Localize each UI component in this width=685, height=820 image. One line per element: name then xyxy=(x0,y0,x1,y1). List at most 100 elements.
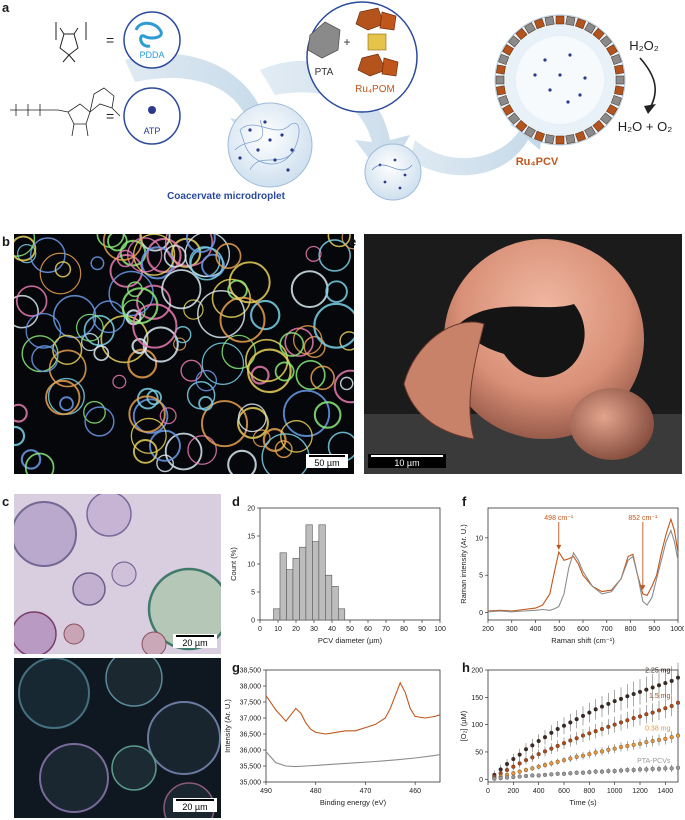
data-point xyxy=(593,750,598,755)
vesicle-ring xyxy=(215,242,242,269)
data-point xyxy=(663,681,668,686)
data-point xyxy=(574,717,579,722)
vesicle-ring xyxy=(339,331,354,351)
x-tick-label: 100 xyxy=(434,626,446,633)
vesicles-brightfield xyxy=(14,494,221,654)
data-point xyxy=(523,747,529,752)
shell-cluster xyxy=(498,95,510,106)
vesicle-ring xyxy=(195,369,218,392)
vesicle-ring xyxy=(83,314,115,347)
panel-a-schematic: = = PDDA ATP Coacervate microdroplet PTA… xyxy=(10,1,672,202)
ru4pcv-shell-clusters xyxy=(495,15,625,145)
x-tick-label: 400 xyxy=(533,788,545,795)
data-point xyxy=(606,769,611,774)
data-point xyxy=(618,744,624,750)
series-line xyxy=(487,528,679,613)
vesicle-ring xyxy=(325,280,348,303)
data-point xyxy=(580,753,586,758)
data-point xyxy=(650,685,655,690)
y-tick-label: 36,000 xyxy=(240,748,262,755)
x-tick-label: 1000 xyxy=(670,626,684,633)
x-tick-label: 700 xyxy=(601,626,613,633)
shell-cluster xyxy=(544,15,555,26)
data-point xyxy=(504,761,510,767)
x-tick-label: 600 xyxy=(558,788,570,795)
panel-label-e: e xyxy=(349,234,357,249)
shell-cluster xyxy=(615,75,625,85)
shell-fragment xyxy=(403,321,485,440)
data-point xyxy=(530,773,535,778)
data-point xyxy=(593,769,598,774)
shell-cluster xyxy=(614,85,625,96)
shell-cluster xyxy=(555,135,565,145)
y-tick-label: 38,500 xyxy=(240,668,262,675)
y-tick-label: 37,500 xyxy=(240,700,262,707)
data-point xyxy=(504,775,510,780)
shell-cluster xyxy=(495,75,505,85)
data-point xyxy=(612,769,617,774)
data-point xyxy=(650,766,655,771)
vesicle-ring xyxy=(96,234,125,248)
shell-cluster xyxy=(544,134,555,145)
vesicle-ring xyxy=(132,439,158,464)
data-point xyxy=(580,770,586,775)
y-tick-label: 15 xyxy=(247,534,255,541)
small-droplet-dots xyxy=(378,158,407,190)
coacervate-droplet-small xyxy=(364,143,422,201)
data-point xyxy=(631,767,636,773)
vesicle-ring xyxy=(161,269,202,310)
data-point xyxy=(523,758,529,763)
vesicle-ring xyxy=(310,365,335,391)
micrograph-c-bottom: 20 µm xyxy=(14,658,221,818)
x-tick-label: 200 xyxy=(482,626,494,633)
vesicle-ring xyxy=(132,398,169,434)
vesicle-ring xyxy=(295,359,326,391)
data-point xyxy=(593,729,598,734)
data-point xyxy=(618,720,624,725)
panel-label-c: c xyxy=(2,494,10,509)
y-tick-label: 0 xyxy=(479,777,483,784)
x-tick-label: 800 xyxy=(583,788,595,795)
vesicle-ring xyxy=(282,389,331,437)
x-axis-label: PCV diameter (µm) xyxy=(318,636,383,645)
vesicle-ring xyxy=(227,449,257,474)
x-tick-label: 0 xyxy=(258,626,262,633)
vesicle-ring xyxy=(136,284,172,320)
vesicle-ring xyxy=(201,342,245,385)
data-point xyxy=(574,770,579,775)
y-tick-label: 5 xyxy=(251,590,255,597)
histogram-bar xyxy=(325,574,333,621)
shell-cluster xyxy=(610,54,622,65)
vesicle-ring xyxy=(280,420,313,453)
data-point xyxy=(536,764,541,769)
y-tick-label: 10 xyxy=(247,562,255,569)
vesicle-ring xyxy=(39,252,82,295)
vesicle-ring xyxy=(237,403,267,433)
shell-cluster xyxy=(534,18,545,30)
pdda-structure xyxy=(55,22,87,63)
data-point xyxy=(606,747,611,752)
data-point xyxy=(523,767,529,773)
data-point xyxy=(555,726,560,732)
vesicle-ring xyxy=(341,234,354,250)
vesicle-ring xyxy=(52,334,83,365)
data-point xyxy=(612,699,617,704)
y-tick-label: 37,000 xyxy=(240,716,262,723)
data-point xyxy=(675,700,681,705)
series-label: 0.38 mg xyxy=(645,726,670,733)
y-axis-label: Count (%) xyxy=(229,547,238,581)
y-tick-label: 38,000 xyxy=(240,684,262,691)
x-tick-label: 900 xyxy=(648,626,660,633)
shell-cluster xyxy=(498,54,510,65)
panel-label-d: d xyxy=(232,494,240,509)
histogram-bar xyxy=(279,552,287,621)
data-point xyxy=(574,736,579,741)
vesicle-ring xyxy=(17,243,37,264)
data-point xyxy=(637,689,643,694)
data-point xyxy=(663,766,668,771)
histogram-bar xyxy=(305,524,313,621)
chart-g-xps: 490 480 470 460 35,000 35,500 36,000 36,500 37,0… xyxy=(223,668,441,807)
data-point xyxy=(504,767,510,773)
chart-d-histogram: 0 10 20 30 40 50 60 70 80 90 100 0 5 10 15 20 PCV diamet… xyxy=(229,506,446,646)
vesicle-ring xyxy=(183,299,204,320)
